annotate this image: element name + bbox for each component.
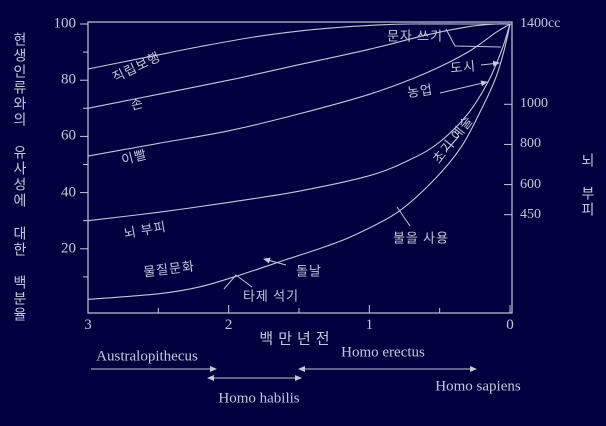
y-right-axis-title: 뇌 부피 [579, 153, 594, 218]
species-label-homo-sapiens: Homo sapiens [435, 378, 521, 395]
data-curves [87, 23, 511, 300]
x-tick-label: 3 [84, 317, 92, 333]
city-arrow [480, 60, 500, 67]
y-left-tick-label: 40 [61, 184, 76, 201]
writing-leader-line [445, 28, 502, 48]
event-label-blade: 돌날 [296, 263, 322, 279]
x-tick-label: 2 [224, 317, 233, 333]
event-label-stone-tools: 타제 석기 [242, 288, 300, 304]
y-right-tick-label: 800 [520, 136, 541, 152]
stone-tools-leader-lines [223, 274, 253, 290]
agriculture-arrow [439, 80, 488, 94]
x-tick-label: 1 [365, 317, 374, 333]
y-right-tick-label: 1000 [520, 96, 548, 112]
y-left-tick-label: 100 [53, 15, 77, 32]
event-label-agriculture: 농업 [406, 81, 435, 101]
event-label-fire: 불을 사용 [392, 230, 450, 246]
axis-ticks [80, 23, 512, 313]
curve-series-3 [87, 23, 511, 222]
y-left-tick-label: 20 [61, 240, 76, 257]
event-label-city: 도시 [449, 58, 477, 76]
species-label-homo-erectus: Homo erectus [341, 344, 425, 361]
y-left-tick-label: 80 [61, 71, 76, 88]
blade-arrow [263, 257, 287, 266]
y-left-tick-label: 60 [61, 127, 76, 144]
early-art-marker [445, 135, 460, 152]
curve-series-2 [87, 23, 511, 157]
fire-leader-line [396, 206, 411, 227]
y-right-tick-label: 1400cc [520, 16, 561, 31]
y-right-tick-label: 450 [520, 206, 541, 222]
curve-series-1 [87, 23, 511, 109]
x-axis-title: 백만년전 [259, 331, 335, 348]
y-left-axis-title: 현생인류와의 유사성에 대한 백분율 [11, 32, 26, 323]
event-label-writing: 문자 쓰기 [386, 28, 444, 44]
curve-series-0 [87, 23, 510, 70]
curve-series-4 [87, 23, 511, 300]
species-label-homo-habilis: Homo habilis [218, 390, 300, 407]
y-right-tick-label: 600 [520, 176, 541, 192]
species-label-australopithecus: Australopithecus [96, 348, 198, 365]
plot-frame [87, 21, 513, 314]
x-tick-label: 0 [506, 317, 514, 333]
